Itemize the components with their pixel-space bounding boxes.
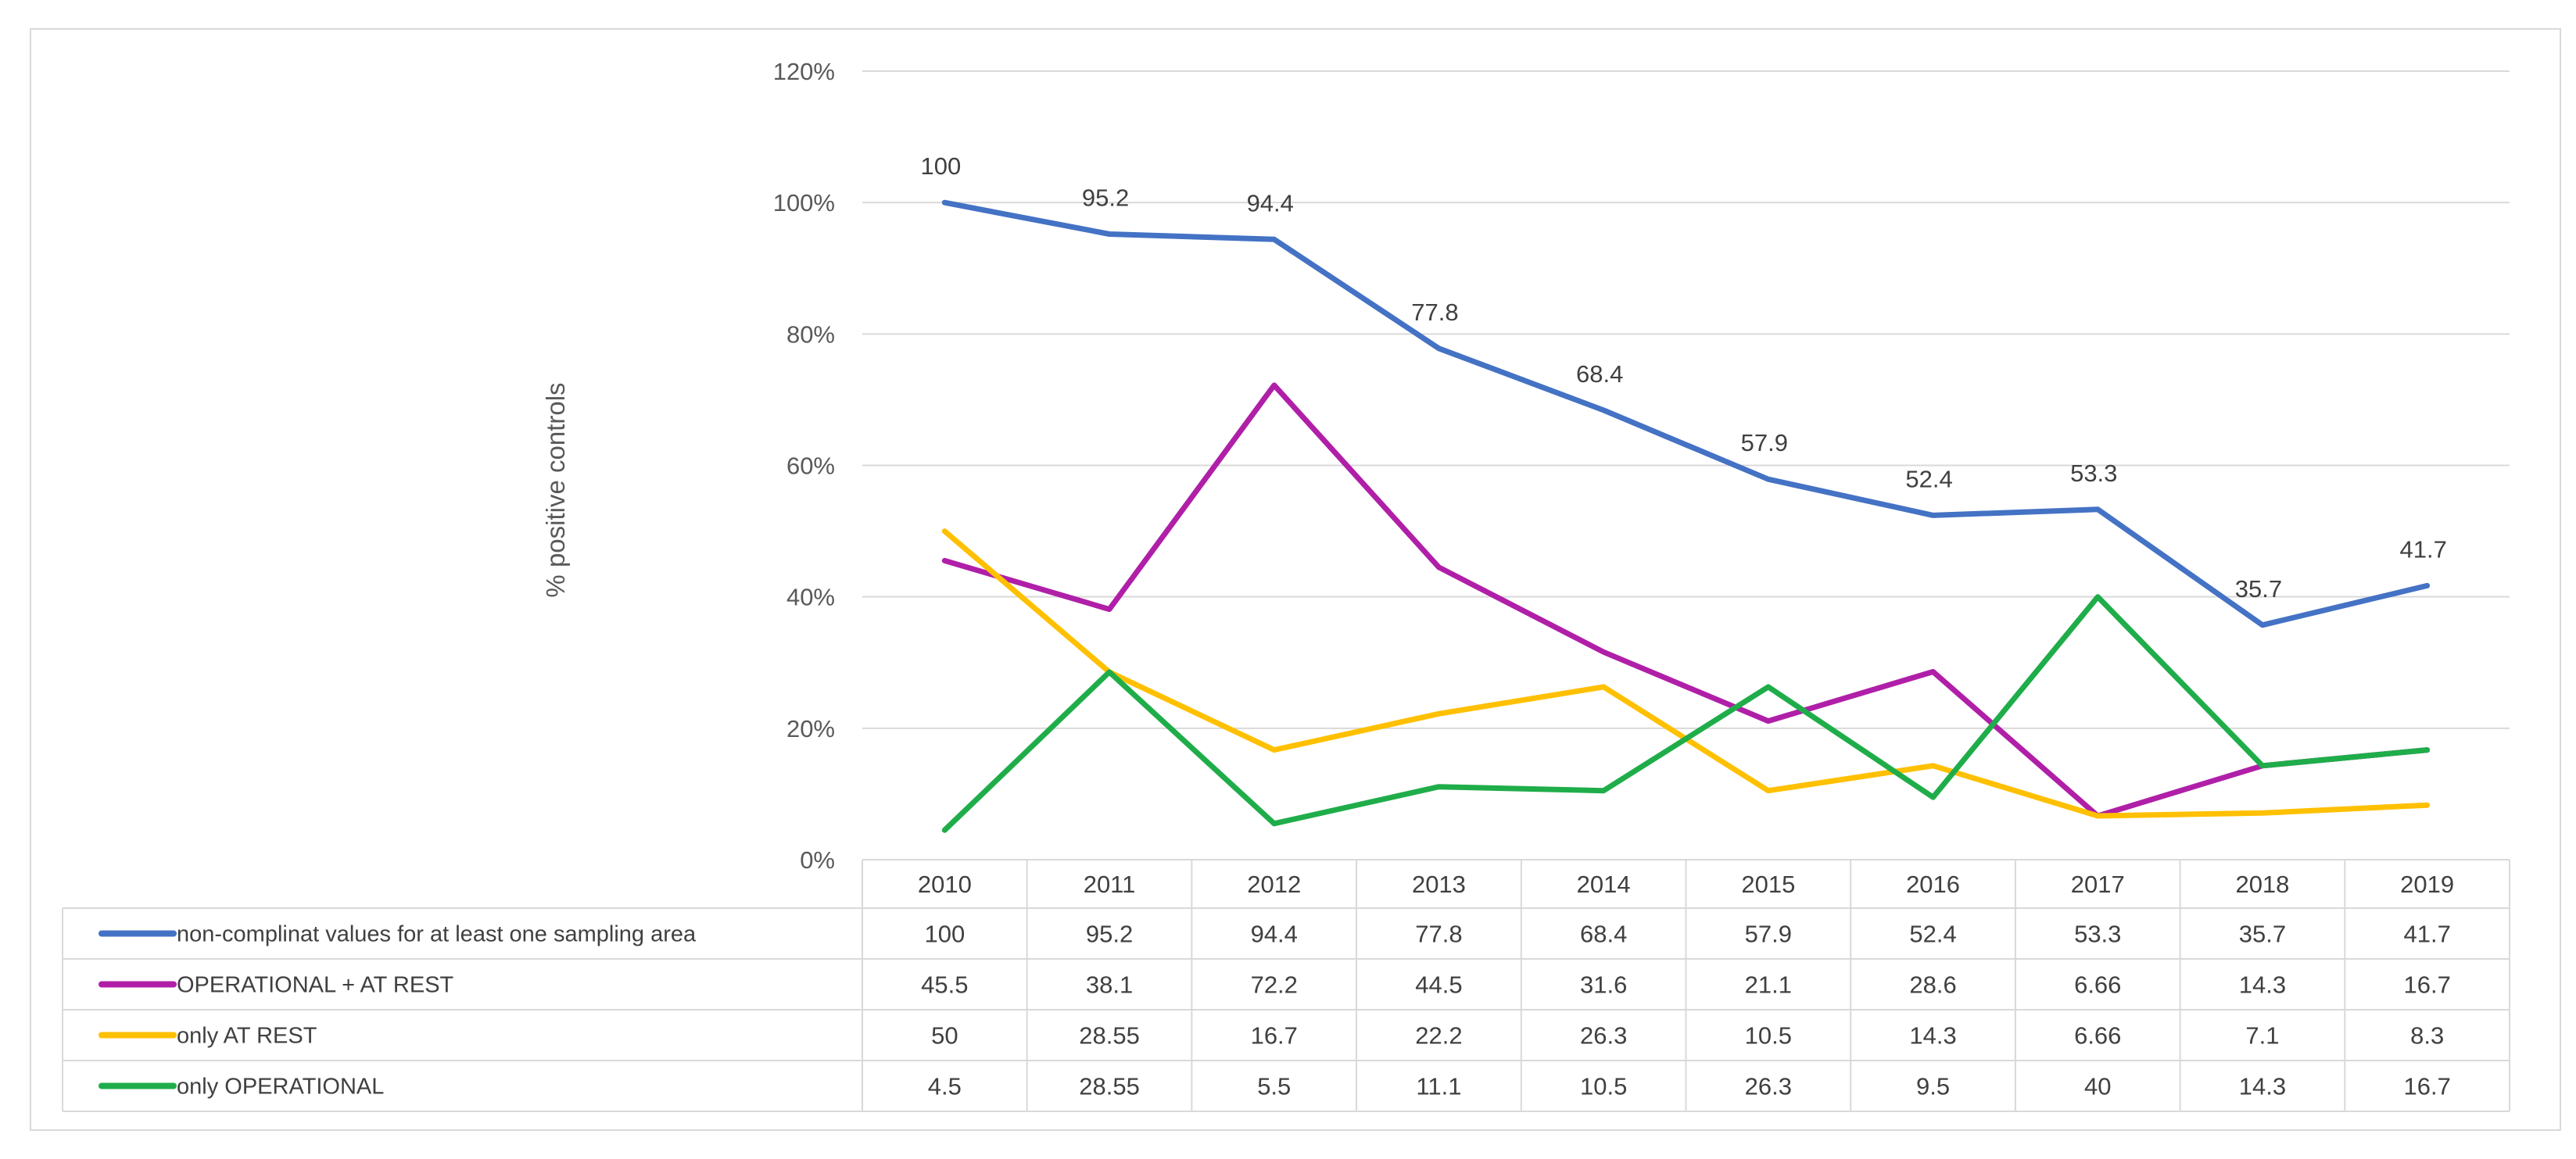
table-cell: 16.7 (2403, 971, 2450, 999)
table-cell: 4.5 (928, 1073, 962, 1100)
x-tick-label: 2013 (1412, 871, 1466, 898)
table-cell: 21.1 (1745, 971, 1792, 999)
y-tick-label: 80% (786, 320, 835, 348)
table-cell: 11.1 (1416, 1073, 1461, 1100)
table-cell: 14.3 (2239, 1073, 2286, 1100)
table-cell: 35.7 (2239, 921, 2286, 948)
table-cell: 6.66 (2074, 971, 2121, 999)
table-cell: 77.8 (1415, 921, 1462, 948)
y-tick-label: 60% (786, 453, 835, 480)
legend-label: non-complinat values for at least one sa… (177, 922, 697, 947)
y-tick-label: 120% (773, 58, 835, 85)
table-cell: 53.3 (2074, 921, 2121, 948)
table-cell: 28.6 (1909, 971, 1956, 999)
table-cell: 16.7 (2403, 1073, 2450, 1100)
table-cell: 44.5 (1415, 971, 1462, 999)
table-cell: 50 (931, 1022, 958, 1050)
table-cell: 31.6 (1580, 971, 1627, 999)
data-label: 95.2 (1082, 184, 1129, 212)
table-cell: 6.66 (2074, 1022, 2121, 1050)
x-tick-label: 2016 (1906, 871, 1960, 898)
series-line-3 (941, 528, 2431, 819)
legend-label: only OPERATIONAL (177, 1075, 384, 1100)
table-cell: 8.3 (2410, 1022, 2444, 1050)
x-tick-label: 2018 (2235, 871, 2289, 898)
data-label: 57.9 (1741, 429, 1788, 456)
series-line-1 (941, 199, 2431, 628)
legend-label: OPERATIONAL + AT REST (177, 973, 454, 998)
chart-frame (30, 28, 2561, 1131)
table-cell: 94.4 (1251, 921, 1298, 948)
table-cell: 57.9 (1745, 921, 1792, 948)
table-cell: 28.55 (1079, 1022, 1140, 1050)
table-cell: 10.5 (1745, 1022, 1792, 1050)
table-cell: 22.2 (1415, 1022, 1462, 1050)
data-label: 77.8 (1411, 299, 1458, 326)
series-line-4 (941, 594, 2431, 833)
table-cell: 38.1 (1086, 971, 1133, 999)
table-cell: 52.4 (1909, 921, 1956, 948)
table-cell: 14.3 (2239, 971, 2286, 999)
table-cell: 28.55 (1079, 1073, 1140, 1100)
y-tick-label: 0% (800, 846, 835, 874)
x-tick-label: 2019 (2400, 871, 2454, 898)
table-cell: 16.7 (1251, 1022, 1298, 1050)
data-label: 68.4 (1576, 360, 1623, 388)
table-cell: 95.2 (1086, 921, 1133, 948)
table-cell: 45.5 (921, 971, 968, 999)
table-cell: 100 (924, 921, 965, 948)
table-cell: 10.5 (1580, 1073, 1627, 1100)
data-label: 52.4 (1905, 465, 1952, 492)
y-axis-title: % positive controls (541, 382, 570, 597)
x-tick-label: 2015 (1741, 871, 1795, 898)
data-label: 94.4 (1247, 189, 1294, 216)
x-tick-label: 2011 (1084, 871, 1136, 898)
series-line-2 (941, 382, 2431, 819)
y-tick-label: 20% (786, 715, 835, 742)
table-cell: 7.1 (2245, 1022, 2279, 1050)
table-cell: 9.5 (1916, 1073, 1950, 1100)
table-cell: 41.7 (2403, 921, 2450, 948)
data-label: 41.7 (2399, 535, 2446, 563)
y-tick-label: 40% (786, 584, 835, 611)
x-tick-label: 2010 (918, 871, 972, 898)
table-cell: 68.4 (1580, 921, 1627, 948)
y-tick-label: 100% (773, 189, 835, 216)
x-tick-label: 2017 (2071, 871, 2125, 898)
x-tick-label: 2014 (1577, 871, 1631, 898)
table-cell: 14.3 (1909, 1022, 1956, 1050)
table-cell: 26.3 (1745, 1073, 1792, 1100)
data-label: 53.3 (2070, 460, 2117, 487)
x-tick-label: 2012 (1247, 871, 1301, 898)
table-cell: 72.2 (1251, 971, 1298, 999)
legend-label: only AT REST (177, 1024, 317, 1049)
table-cell: 26.3 (1580, 1022, 1627, 1050)
table-cell: 5.5 (1257, 1073, 1291, 1100)
data-label: 100 (920, 152, 961, 180)
table-cell: 40 (2084, 1073, 2111, 1100)
data-label: 35.7 (2235, 575, 2282, 603)
